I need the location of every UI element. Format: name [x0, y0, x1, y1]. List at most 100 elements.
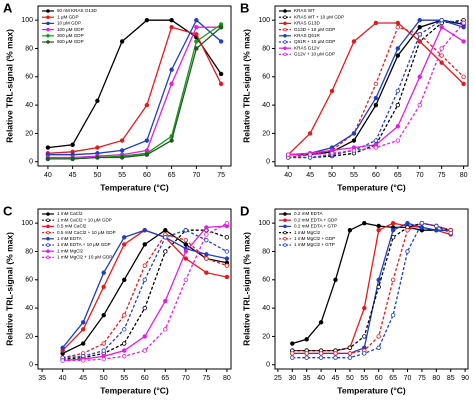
data-point: [373, 95, 379, 101]
series-line: [47, 19, 222, 156]
legend-label: 1 mM EDTA: [57, 236, 83, 241]
data-point: [434, 223, 439, 229]
data-point: [194, 46, 199, 51]
data-point: [144, 138, 150, 143]
data-point: [204, 256, 209, 261]
y-tick-label: 20: [25, 333, 33, 340]
legend-marker: [46, 249, 50, 253]
data-point: [351, 138, 357, 143]
x-tick-label: 65: [168, 172, 176, 179]
data-point: [142, 228, 147, 233]
legend-marker: [46, 9, 50, 13]
series-line: [62, 222, 228, 362]
legend-marker: [283, 237, 287, 241]
data-point: [95, 145, 100, 150]
data-point: [390, 220, 396, 226]
x-tick-label: 45: [79, 375, 87, 382]
data-point: [373, 138, 379, 143]
x-tick-label: 50: [328, 172, 336, 179]
data-point: [144, 17, 150, 23]
data-point: [329, 151, 335, 156]
data-point: [333, 351, 338, 356]
data-point: [395, 20, 401, 26]
y-tick-label: 100: [258, 220, 270, 227]
x-tick-label: 50: [100, 375, 108, 382]
data-point: [461, 20, 466, 26]
data-point: [45, 145, 51, 150]
data-point: [218, 71, 224, 77]
data-point: [395, 124, 401, 129]
data-point: [70, 142, 75, 147]
series-line: [62, 229, 228, 352]
data-point: [405, 220, 410, 226]
data-point: [142, 242, 147, 247]
legend-label: KRAS G13D: [294, 21, 320, 26]
data-point: [224, 263, 230, 268]
y-tick-label: 40: [25, 305, 33, 312]
data-point: [183, 237, 189, 243]
data-point: [461, 81, 466, 87]
legend-label: 1 mM MgCl2: [294, 230, 320, 235]
legend-label: 1 mM MgCl2 + GTP: [294, 242, 335, 247]
data-point: [119, 155, 125, 160]
data-point: [144, 152, 150, 157]
data-point: [122, 348, 127, 353]
data-point: [183, 228, 189, 233]
data-point: [376, 223, 381, 229]
legend-marker: [46, 230, 50, 235]
x-tick-label: 35: [303, 375, 311, 382]
data-point: [417, 25, 422, 30]
series-line: [62, 229, 228, 360]
data-point: [204, 225, 209, 230]
data-point: [101, 356, 106, 362]
data-point: [163, 228, 168, 233]
data-point: [163, 235, 168, 240]
data-point: [80, 327, 86, 332]
y-tick-label: 40: [262, 305, 270, 312]
data-point: [439, 46, 444, 51]
data-point: [395, 88, 401, 94]
x-tick-label: 50: [346, 375, 354, 382]
y-tick-label: 20: [25, 130, 33, 137]
y-tick-label: 100: [258, 17, 270, 24]
plot-frame: [274, 5, 469, 167]
data-point: [169, 67, 174, 72]
data-point: [304, 351, 309, 356]
data-point: [439, 53, 444, 58]
data-point: [119, 138, 125, 143]
plot-frame: [37, 5, 232, 167]
data-point: [362, 351, 367, 356]
x-tick-label: 85: [447, 375, 455, 382]
legend-label: 1 mM EDTA + 10 μM GDP: [57, 242, 111, 247]
legend-label: G13D + 10 μM GDP: [294, 27, 335, 32]
legend-marker: [46, 34, 50, 38]
y-tick-label: 0: [266, 362, 270, 369]
legend-marker: [283, 9, 287, 13]
data-point: [395, 53, 401, 58]
legend-label: 0.5 mM CaCl2 + 10 μM GDP: [57, 230, 116, 235]
data-point: [80, 341, 86, 346]
series-line: [288, 19, 464, 159]
data-point: [351, 39, 357, 44]
data-point: [439, 25, 444, 30]
x-tick-label: 55: [120, 375, 128, 382]
x-tick-label: 60: [372, 172, 380, 179]
x-tick-label: 55: [360, 375, 368, 382]
data-point: [395, 25, 401, 30]
data-point: [376, 334, 381, 339]
x-tick-label: 70: [192, 172, 200, 179]
data-point: [434, 228, 439, 233]
data-point: [390, 277, 396, 282]
x-axis-label: Temperature (°C): [337, 182, 406, 192]
data-point: [122, 277, 127, 282]
y-axis-label: Relative TRL-signal (% max): [241, 29, 251, 143]
data-point: [119, 39, 125, 44]
legend-label: KRAS G12V: [294, 45, 320, 50]
data-point: [318, 355, 324, 360]
data-point: [290, 341, 295, 346]
data-point: [122, 242, 127, 247]
y-tick-label: 80: [25, 248, 33, 255]
legend-label: 0.2 mM EDTA + GDP: [294, 217, 337, 222]
legend-label: 600 μM GDP: [57, 39, 84, 44]
